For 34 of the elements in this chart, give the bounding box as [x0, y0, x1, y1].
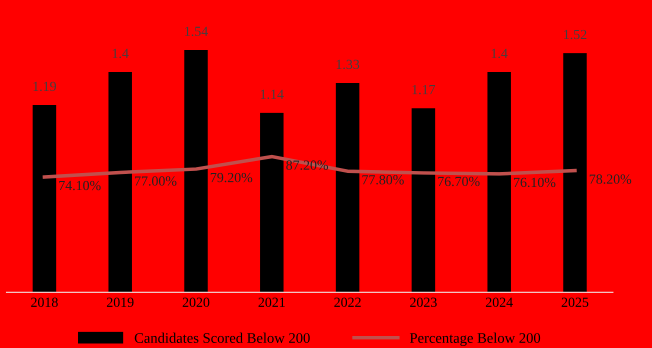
data-label: 1.17: [412, 84, 436, 94]
x-tick-label: 2019: [106, 298, 134, 307]
bar: [260, 112, 284, 292]
x-tick-label: 2023: [410, 298, 437, 307]
bar: [108, 72, 132, 292]
data-label: 74.10%: [59, 180, 101, 190]
data-label: 87.20%: [286, 160, 328, 170]
bar: [336, 83, 360, 292]
x-tick-label: 2022: [334, 298, 361, 307]
x-tick-label: 2018: [31, 298, 58, 307]
data-label: 1.4: [492, 48, 508, 58]
legend-label: Candidates Scored Below 200: [134, 332, 310, 343]
x-tick-label: 2025: [562, 298, 588, 307]
data-label: 78.20%: [590, 174, 632, 184]
bar: [184, 50, 208, 292]
data-label: 77.80%: [362, 175, 404, 184]
data-label: 1.52: [564, 30, 586, 40]
bar: [412, 108, 436, 292]
data-label: 77.00%: [135, 176, 176, 186]
data-label: 1.14: [260, 90, 284, 100]
bar: [487, 72, 511, 292]
data-label: 1.54: [185, 26, 208, 36]
x-tick-label: 2024: [486, 298, 513, 307]
bar: [563, 53, 587, 292]
data-label: 76.10%: [514, 178, 556, 188]
data-label: 76.70%: [438, 176, 480, 186]
data-label: 1.4: [112, 48, 129, 58]
data-label: 79.20%: [210, 172, 252, 182]
x-tick-label: 2020: [182, 298, 210, 307]
legend-label: Percentage Below 200: [410, 332, 540, 346]
data-label: 1.19: [33, 82, 56, 92]
x-tick-label: 2021: [258, 298, 285, 307]
bar: [32, 105, 56, 292]
data-label: 1.33: [336, 60, 360, 70]
